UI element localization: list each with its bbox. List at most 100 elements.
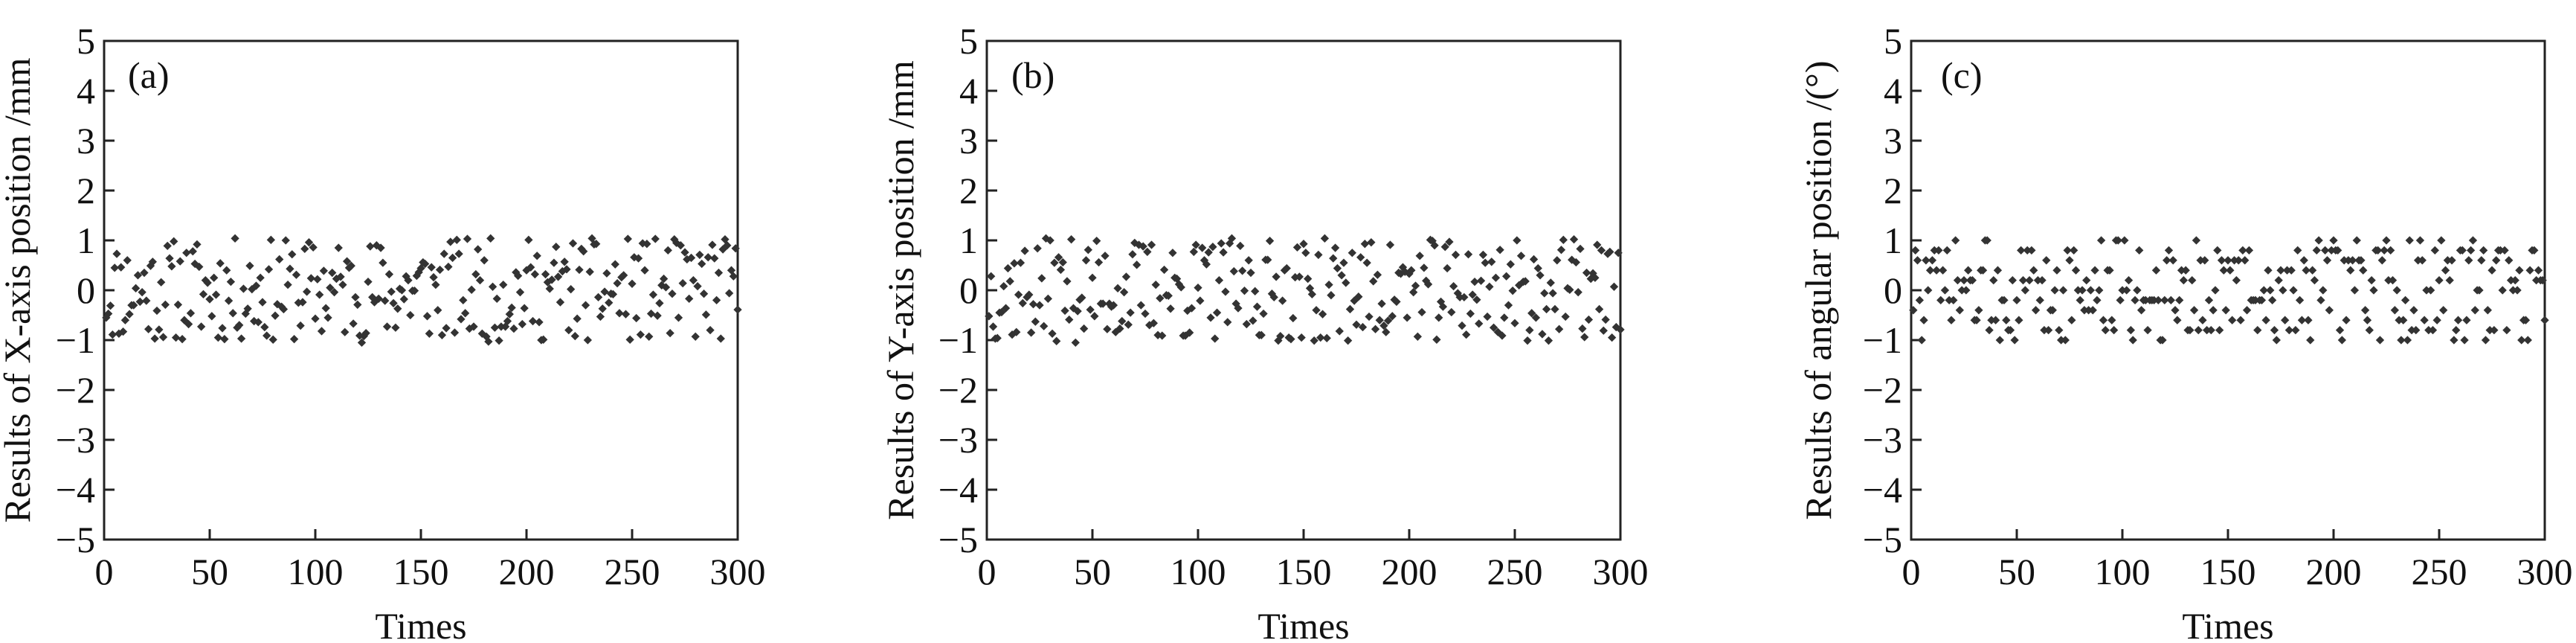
data-point [2200, 256, 2209, 265]
data-point [1475, 319, 1484, 328]
data-point [712, 295, 721, 305]
data-point [2213, 246, 2222, 255]
data-point [1265, 237, 1275, 246]
data-point [1942, 246, 1951, 255]
data-point [1561, 312, 1570, 322]
data-point [1553, 256, 1562, 265]
y-tick-label: −4 [1863, 469, 1902, 511]
data-point [1033, 244, 1042, 253]
data-point [1498, 331, 1507, 340]
data-point [2257, 295, 2267, 305]
data-point [2179, 275, 2189, 285]
data-point [1447, 307, 1456, 317]
data-point [323, 313, 332, 322]
data-point [1369, 277, 1378, 286]
data-point [475, 275, 485, 285]
data-point [1347, 249, 1356, 257]
data-point [1287, 335, 1295, 344]
data-point [651, 234, 660, 243]
data-point [2276, 266, 2285, 275]
data-point [2073, 286, 2083, 295]
data-point [437, 330, 447, 339]
data-point [1196, 296, 1205, 305]
data-point [2267, 295, 2277, 305]
data-point [178, 335, 187, 344]
data-point [1985, 325, 1994, 335]
data-point [1540, 289, 1549, 298]
data-point [2426, 286, 2435, 295]
data-point [2244, 246, 2254, 255]
data-point [1335, 327, 1344, 336]
data-point [1593, 240, 1602, 249]
data-point [640, 266, 649, 275]
data-point [1094, 257, 1104, 267]
data-point [1316, 333, 1325, 342]
x-tick-label: 200 [1382, 551, 1437, 592]
data-point [564, 325, 573, 335]
data-point [2310, 275, 2319, 285]
data-point [1531, 313, 1541, 322]
data-point [716, 334, 725, 343]
data-point [2131, 295, 2139, 305]
data-point [1379, 321, 1388, 330]
y-tick-label: 3 [77, 120, 95, 161]
data-point [1118, 316, 1127, 326]
data-point [349, 319, 358, 328]
data-point [2466, 246, 2476, 255]
data-point [2428, 325, 2438, 335]
data-point [410, 287, 419, 295]
data-point [1472, 295, 1481, 304]
data-point [2206, 325, 2215, 335]
data-point [211, 290, 221, 299]
data-point [2517, 336, 2526, 345]
data-point [397, 286, 407, 295]
data-point [729, 272, 738, 281]
data-point [379, 258, 387, 267]
data-point [2251, 295, 2260, 305]
data-point [1536, 271, 1545, 280]
data-point [2238, 246, 2247, 255]
data-point [1043, 294, 1053, 304]
points-b [985, 234, 1625, 348]
data-point [1071, 338, 1080, 348]
data-point [1354, 292, 1363, 301]
data-point [1136, 301, 1145, 310]
data-point [619, 271, 628, 280]
data-point [2334, 246, 2342, 255]
data-point [1054, 253, 1063, 262]
data-point [351, 292, 360, 302]
data-point [2177, 266, 2186, 275]
data-point [1289, 313, 1298, 323]
data-point [171, 333, 181, 342]
data-point [188, 247, 197, 256]
data-point [621, 310, 631, 319]
data-point [550, 258, 558, 267]
points-a [102, 234, 742, 348]
data-point [1329, 254, 1338, 263]
data-point [1989, 275, 1998, 285]
y-tick-label: 1 [959, 220, 978, 261]
data-point [515, 288, 525, 297]
data-point [623, 234, 632, 243]
data-point [2531, 275, 2541, 285]
data-point [1314, 250, 1323, 260]
data-point [231, 234, 239, 243]
data-point [2012, 295, 2021, 305]
data-point [2209, 306, 2218, 315]
data-point [2171, 306, 2180, 315]
data-point [2407, 325, 2416, 335]
data-point [304, 238, 314, 247]
data-point [2295, 295, 2305, 305]
data-point [2270, 325, 2279, 335]
data-point [1987, 316, 1996, 324]
data-point [2530, 246, 2539, 255]
data-point [1438, 302, 1448, 311]
data-point [2023, 246, 2032, 255]
data-point [2164, 246, 2174, 255]
data-point [2325, 306, 2334, 315]
data-point [2124, 275, 2134, 285]
data-point [254, 318, 263, 327]
data-point [421, 259, 430, 269]
data-point [2437, 236, 2446, 245]
data-point [110, 263, 119, 272]
